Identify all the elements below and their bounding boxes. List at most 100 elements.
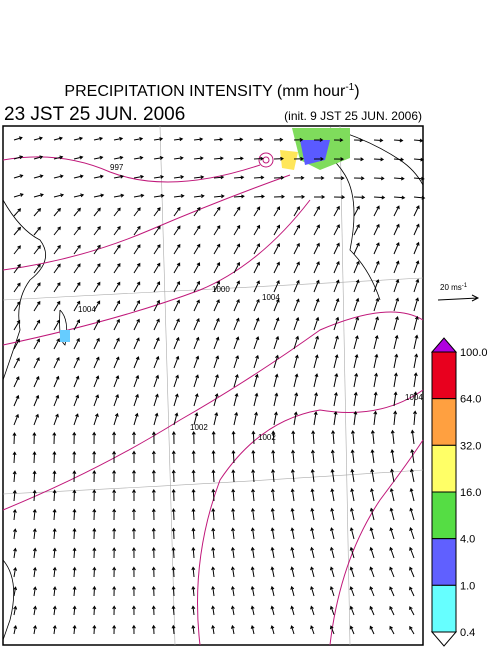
wind-arrow — [413, 223, 420, 236]
wind-arrow — [409, 546, 415, 559]
wind-arrow — [153, 156, 164, 160]
wind-arrow — [72, 431, 77, 445]
wind-scale-label: 20 ms-1 — [440, 283, 468, 292]
wind-arrow — [73, 207, 81, 217]
wind-arrow — [113, 356, 120, 369]
wind-arrow — [230, 546, 235, 559]
wind-arrow — [153, 137, 164, 141]
wind-arrow — [233, 137, 244, 142]
valid-time: 23 JST 25 JUN. 2006 — [4, 104, 185, 125]
wind-arrow — [52, 586, 57, 597]
isobar-label: 1004 — [262, 293, 280, 302]
wind-arrow — [293, 335, 300, 350]
wind-arrow — [253, 317, 260, 331]
wind-arrow — [153, 207, 161, 217]
wind-scale: 20 ms-1 — [437, 283, 480, 302]
wind-arrow — [349, 586, 355, 597]
wind-arrow — [349, 527, 355, 540]
wind-arrow — [393, 223, 400, 236]
wind-arrow — [233, 336, 240, 350]
wind-arrow — [173, 355, 180, 369]
colorbar-top — [430, 337, 458, 353]
wind-arrow — [350, 507, 355, 521]
wind-arrow — [133, 207, 141, 217]
wind-arrow — [173, 175, 185, 179]
precip — [60, 330, 70, 342]
isobar-label: 1002 — [190, 423, 208, 432]
wind-arrow — [112, 469, 117, 483]
wind-arrow — [273, 317, 280, 331]
wind-arrow — [193, 137, 204, 142]
wind-arrow — [92, 450, 97, 464]
wind-arrow — [72, 470, 77, 483]
wind-arrow — [93, 281, 101, 293]
wind-arrow — [211, 546, 216, 559]
wind-arrow — [413, 176, 425, 181]
wind-arrow — [293, 175, 305, 180]
wind-arrow — [53, 319, 60, 331]
wind-arrow — [333, 391, 338, 407]
wind-arrow — [314, 175, 325, 180]
wind-arrow — [33, 226, 41, 236]
wind-arrow — [213, 175, 225, 180]
wind-arrow — [313, 373, 319, 388]
wind-arrow — [253, 336, 260, 350]
wind-arrow — [13, 605, 18, 616]
wind-arrow — [253, 243, 261, 255]
wind-arrow — [131, 450, 136, 463]
wind-arrow — [173, 194, 185, 198]
wind-arrow — [310, 488, 315, 502]
wind-arrow — [253, 411, 258, 426]
wind-arrow — [290, 488, 295, 502]
wind-arrow — [151, 431, 156, 445]
wind-arrow — [153, 393, 159, 407]
wind-arrow — [230, 605, 235, 616]
wind-arrow — [293, 279, 300, 293]
wind-arrow — [53, 174, 64, 179]
wind-arrow — [13, 319, 21, 331]
low-center — [262, 156, 270, 164]
wind-arrow — [173, 280, 181, 293]
wind-arrow — [353, 316, 360, 331]
lon-line — [159, 125, 176, 646]
wind-arrow — [293, 156, 304, 161]
wind-arrow — [333, 260, 340, 274]
wind-arrow — [53, 394, 60, 407]
wind-arrow — [193, 299, 200, 312]
wind-arrow — [393, 372, 398, 388]
wind-arrow — [73, 174, 84, 179]
colorbar-segment — [431, 584, 457, 633]
wind-arrow — [33, 155, 44, 160]
wind-arrow — [333, 410, 338, 426]
wind-arrow — [53, 263, 61, 274]
wind-arrow — [32, 432, 37, 445]
wind-arrow — [330, 507, 335, 521]
wind-arrow — [230, 624, 235, 635]
wind-arrow — [72, 450, 77, 464]
wind-arrow — [92, 547, 97, 559]
wind-arrow — [92, 470, 97, 483]
wind-arrow — [13, 174, 24, 179]
isobar-label: 1004 — [405, 393, 423, 402]
wind-arrow — [151, 488, 156, 502]
wind-arrow — [72, 527, 77, 540]
wind-arrow — [233, 411, 239, 426]
wind-arrow — [409, 487, 415, 502]
wind-arrow — [13, 566, 18, 578]
title-text: PRECIPITATION INTENSITY (mm hour — [64, 83, 346, 100]
wind-arrow — [173, 243, 181, 255]
wind-arrow — [230, 566, 235, 578]
wind-arrow — [293, 242, 300, 255]
wind-arrow — [92, 431, 97, 445]
wind-arrow — [369, 586, 375, 597]
wind-arrow — [330, 527, 335, 540]
wind-arrow — [389, 527, 395, 540]
wind-arrow — [389, 625, 395, 635]
wind-arrow — [331, 430, 336, 445]
wind-arrow — [233, 261, 240, 274]
wind-arrow — [133, 393, 139, 407]
wind-arrow — [32, 547, 37, 559]
wind-arrow — [230, 585, 235, 597]
wind-arrow — [13, 136, 23, 141]
wind-arrow — [12, 432, 17, 445]
